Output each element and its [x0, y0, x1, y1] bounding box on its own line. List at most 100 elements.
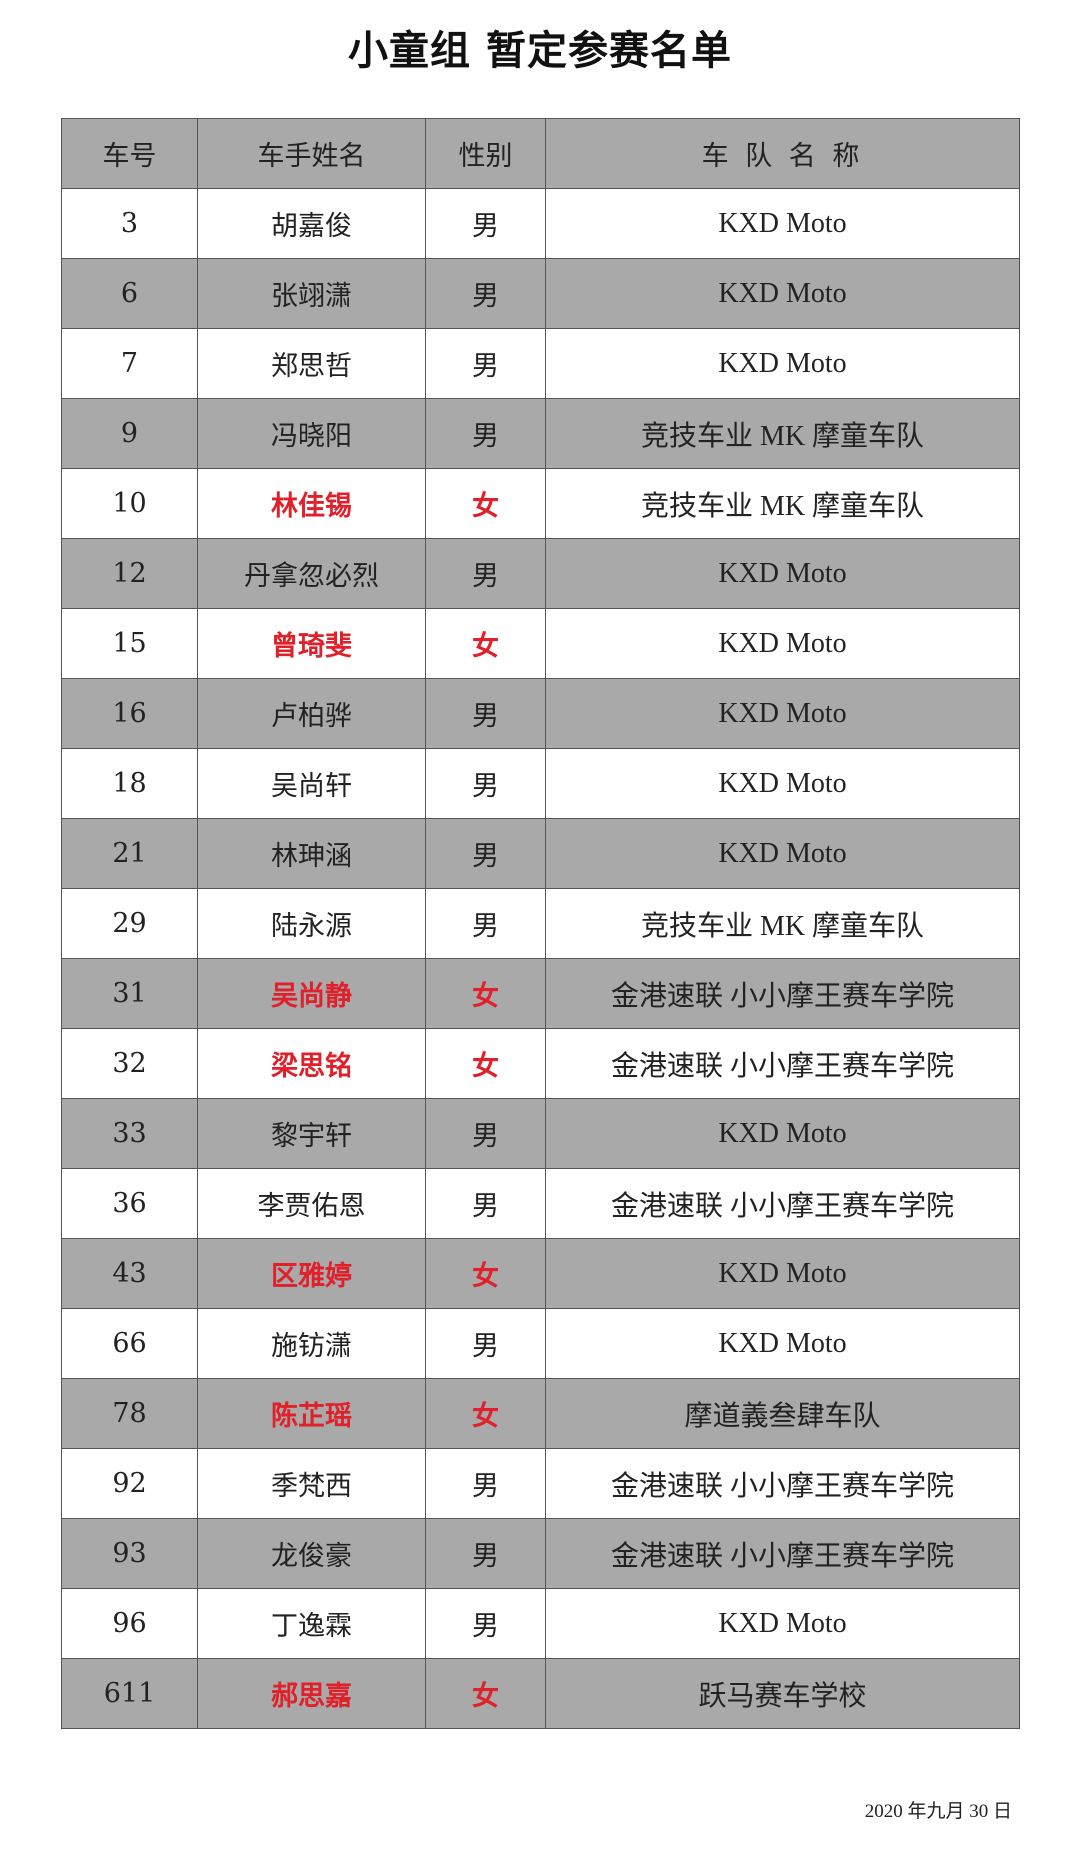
team-name-cell: KXD Moto [545, 188, 1020, 259]
driver-name-cell: 丹拿忽必烈 [197, 538, 426, 609]
table-row: 92 季梵西男金港速联 小小摩王赛车学院 [61, 1448, 1020, 1519]
date-label: 2020 年九月 30 日 [864, 1801, 1012, 1822]
header-team: 车 队 名 称 [545, 118, 1020, 189]
team-name-cell: 金港速联 小小摩王赛车学院 [545, 1448, 1020, 1519]
gender-cell: 男 [425, 748, 546, 819]
car-number-cell: 15 [61, 608, 198, 679]
team-name-cell: KXD Moto [545, 1308, 1020, 1379]
team-name-cell: KXD Moto [545, 258, 1020, 329]
table-row: 16 卢柏骅男 KXD Moto [61, 678, 1020, 749]
team-name-cell: KXD Moto [545, 1098, 1020, 1169]
gender-cell: 男 [425, 1518, 546, 1589]
team-name-cell: 竞技车业 MK 摩童车队 [545, 468, 1020, 539]
header-number: 车号 [61, 118, 198, 189]
team-name-cell: KXD Moto [545, 678, 1020, 749]
gender-cell: 男 [425, 1448, 546, 1519]
car-number-cell: 92 [61, 1448, 198, 1519]
car-number-cell: 32 [61, 1028, 198, 1099]
team-name-cell: KXD Moto [545, 538, 1020, 609]
driver-name-cell: 张翊潇 [197, 258, 426, 329]
driver-name-cell: 区雅婷 [197, 1238, 426, 1309]
car-number-cell: 33 [61, 1098, 198, 1169]
car-number-cell: 43 [61, 1238, 198, 1309]
driver-name-cell: 黎宇轩 [197, 1098, 426, 1169]
driver-name-cell: 陆永源 [197, 888, 426, 959]
gender-cell: 男 [425, 538, 546, 609]
roster-table: 车号 车手姓名 性别 车 队 名 称 3 胡嘉俊男 KXD Moto 6 张翊潇男 KXD… [61, 118, 1020, 1729]
driver-name-cell: 郑思哲 [197, 328, 426, 399]
car-number-cell: 29 [61, 888, 198, 959]
gender-cell: 女 [425, 468, 546, 539]
driver-name-cell: 龙俊豪 [197, 1518, 426, 1589]
gender-cell: 女 [425, 608, 546, 679]
driver-name-cell: 胡嘉俊 [197, 188, 426, 259]
gender-cell: 女 [425, 1378, 546, 1449]
table-row: 32 梁思铭女金港速联 小小摩王赛车学院 [61, 1028, 1020, 1099]
table-row: 66 施钫潇男 KXD Moto [61, 1308, 1020, 1379]
team-name-cell: KXD Moto [545, 1588, 1020, 1659]
table-row: 29 陆永源男竞技车业 MK 摩童车队 [61, 888, 1020, 959]
header-name: 车手姓名 [197, 118, 426, 189]
table-row: 43 区雅婷女 KXD Moto [61, 1238, 1020, 1309]
table-row: 10 林佳锡女竞技车业 MK 摩童车队 [61, 468, 1020, 539]
car-number-cell: 18 [61, 748, 198, 819]
table-row: 7 郑思哲男 KXD Moto [61, 328, 1020, 399]
car-number-cell: 7 [61, 328, 198, 399]
driver-name-cell: 曾琦斐 [197, 608, 426, 679]
car-number-cell: 78 [61, 1378, 198, 1449]
team-name-cell: KXD Moto [545, 1238, 1020, 1309]
gender-cell: 女 [425, 958, 546, 1029]
gender-cell: 男 [425, 258, 546, 329]
car-number-cell: 21 [61, 818, 198, 889]
table-row: 93 龙俊豪男金港速联 小小摩王赛车学院 [61, 1518, 1020, 1589]
table-header-row: 车号 车手姓名 性别 车 队 名 称 [61, 118, 1020, 189]
car-number-cell: 3 [61, 188, 198, 259]
driver-name-cell: 季梵西 [197, 1448, 426, 1519]
driver-name-cell: 林珅涵 [197, 818, 426, 889]
driver-name-cell: 吴尚静 [197, 958, 426, 1029]
gender-cell: 女 [425, 1658, 546, 1729]
car-number-cell: 6 [61, 258, 198, 329]
driver-name-cell: 卢柏骅 [197, 678, 426, 749]
team-name-cell: 金港速联 小小摩王赛车学院 [545, 1028, 1020, 1099]
car-number-cell: 36 [61, 1168, 198, 1239]
driver-name-cell: 陈芷瑶 [197, 1378, 426, 1449]
car-number-cell: 93 [61, 1518, 198, 1589]
car-number-cell: 12 [61, 538, 198, 609]
gender-cell: 女 [425, 1028, 546, 1099]
gender-cell: 男 [425, 398, 546, 469]
driver-name-cell: 梁思铭 [197, 1028, 426, 1099]
table-row: 21 林珅涵男 KXD Moto [61, 818, 1020, 889]
header-gender: 性别 [425, 118, 546, 189]
driver-name-cell: 冯晓阳 [197, 398, 426, 469]
car-number-cell: 16 [61, 678, 198, 749]
table-row: 15 曾琦斐女 KXD Moto [61, 608, 1020, 679]
table-row: 9 冯晓阳男竞技车业 MK 摩童车队 [61, 398, 1020, 469]
table-row: 36 李贾佑恩男金港速联 小小摩王赛车学院 [61, 1168, 1020, 1239]
driver-name-cell: 李贾佑恩 [197, 1168, 426, 1239]
table-row: 6 张翊潇男 KXD Moto [61, 258, 1020, 329]
team-name-cell: KXD Moto [545, 748, 1020, 819]
gender-cell: 男 [425, 818, 546, 889]
team-name-cell: KXD Moto [545, 328, 1020, 399]
team-name-cell: 金港速联 小小摩王赛车学院 [545, 1168, 1020, 1239]
table-row: 78 陈芷瑶女摩道義叁肆车队 [61, 1378, 1020, 1449]
gender-cell: 男 [425, 188, 546, 259]
table-row: 33 黎宇轩男 KXD Moto [61, 1098, 1020, 1169]
team-name-cell: 金港速联 小小摩王赛车学院 [545, 958, 1020, 1029]
gender-cell: 男 [425, 888, 546, 959]
team-name-cell: KXD Moto [545, 608, 1020, 679]
gender-cell: 男 [425, 328, 546, 399]
car-number-cell: 96 [61, 1588, 198, 1659]
driver-name-cell: 丁逸霖 [197, 1588, 426, 1659]
page-title: 小童组 暂定参赛名单 [348, 28, 732, 74]
car-number-cell: 9 [61, 398, 198, 469]
driver-name-cell: 林佳锡 [197, 468, 426, 539]
driver-name-cell: 郝思嘉 [197, 1658, 426, 1729]
car-number-cell: 10 [61, 468, 198, 539]
table-row: 12 丹拿忽必烈男 KXD Moto [61, 538, 1020, 609]
team-name-cell: 竞技车业 MK 摩童车队 [545, 398, 1020, 469]
team-name-cell: KXD Moto [545, 818, 1020, 889]
team-name-cell: 竞技车业 MK 摩童车队 [545, 888, 1020, 959]
team-name-cell: 摩道義叁肆车队 [545, 1378, 1020, 1449]
